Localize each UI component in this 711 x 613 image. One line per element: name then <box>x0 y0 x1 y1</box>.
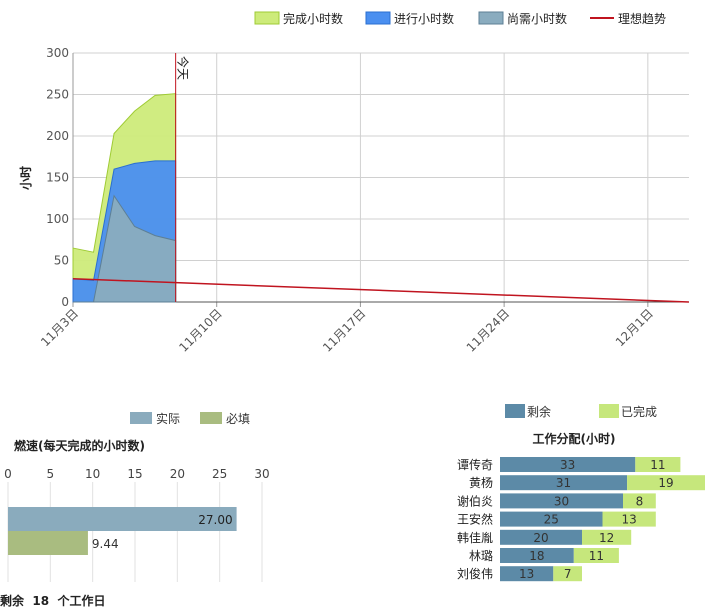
bar-completed <box>573 548 619 563</box>
bar-completed <box>635 457 681 472</box>
data-label: 8 <box>636 494 644 508</box>
bar-completed <box>602 511 656 527</box>
legend-label: 完成小时数 <box>283 11 343 26</box>
y-axis-label: 小时 <box>18 166 33 190</box>
bar-remaining <box>500 475 628 491</box>
bar-completed <box>582 529 632 545</box>
burndown-chart: 0 50 100 150 200 250 300 11月3日 11月10日 11月17日 11月24… <box>18 11 689 355</box>
bar-required <box>8 531 88 555</box>
bar-completed <box>623 493 656 509</box>
category-label: 林璐 <box>469 549 493 563</box>
bar-completed <box>627 475 705 491</box>
category-label: 谭传奇 <box>457 457 493 472</box>
data-label: 13 <box>622 513 637 527</box>
y-tick-label: 50 <box>54 254 69 268</box>
x-tick-label: 10 <box>85 467 100 481</box>
y-tick-label: 150 <box>46 171 69 185</box>
x-tick-label: 11月10日 <box>176 306 224 354</box>
bar-remaining <box>500 566 554 582</box>
x-tick-label: 11月3日 <box>38 306 81 349</box>
legend-label: 尚需小时数 <box>507 11 567 26</box>
category-label: 谢伯炎 <box>457 493 493 508</box>
data-label: 11 <box>650 458 665 472</box>
legend-swatch <box>130 412 152 424</box>
x-tick-label: 20 <box>170 467 185 481</box>
x-tick-label: 5 <box>47 467 55 481</box>
data-label: 12 <box>599 531 614 545</box>
x-tick-label: 30 <box>254 467 269 481</box>
legend-swatch <box>478 11 504 25</box>
legend-label: 剩余 <box>527 404 551 419</box>
legend-label: 理想趋势 <box>618 11 666 26</box>
legend-label: 必填 <box>226 412 250 426</box>
y-tick-label: 300 <box>46 46 69 60</box>
data-label: 18 <box>529 549 544 563</box>
bar-actual <box>8 507 237 531</box>
remaining-workdays: 剩余 18 个工作日 <box>0 592 105 609</box>
data-label: 31 <box>556 476 571 490</box>
category-label: 黄杨 <box>469 475 493 490</box>
data-label: 27.00 <box>198 513 232 527</box>
data-label: 13 <box>519 567 534 581</box>
legend-swatch <box>599 404 619 418</box>
y-tick-label: 200 <box>46 129 69 143</box>
bar-completed <box>553 566 582 582</box>
x-tick-label: 12月1日 <box>613 306 656 349</box>
remaining-days: 18 <box>32 594 50 608</box>
remaining-suffix: 个工作日 <box>57 594 106 608</box>
legend-swatch <box>365 11 391 25</box>
data-label: 19 <box>658 476 673 490</box>
data-label: 20 <box>533 531 548 545</box>
bar-remaining <box>500 511 603 527</box>
legend-label: 进行小时数 <box>394 11 454 26</box>
legend-swatch <box>254 11 280 25</box>
bar-remaining <box>500 548 574 563</box>
remaining-prefix: 剩余 <box>0 594 25 608</box>
legend-label: 实际 <box>156 411 180 426</box>
x-tick-label: 0 <box>4 467 12 481</box>
legend-label: 已完成 <box>621 404 657 419</box>
legend-swatch <box>200 412 222 424</box>
x-tick-label: 11月17日 <box>320 306 368 354</box>
x-tick-label: 15 <box>127 467 142 481</box>
category-label: 王安然 <box>457 512 493 527</box>
today-label: 今天 <box>176 56 191 80</box>
bar-remaining <box>500 529 582 545</box>
data-label: 11 <box>589 549 604 563</box>
legend-swatch <box>505 404 525 418</box>
category-label: 韩佳胤 <box>457 530 493 545</box>
y-tick-label: 100 <box>46 212 69 226</box>
y-tick-label: 0 <box>61 295 69 309</box>
x-tick-label: 11月24日 <box>464 306 512 354</box>
workload-title: 工作分配(小时) <box>533 431 616 446</box>
data-label: 33 <box>560 458 575 472</box>
velocity-title: 燃速(每天完成的小时数) <box>14 438 145 453</box>
data-label: 7 <box>564 567 572 581</box>
category-label: 刘俊伟 <box>457 566 493 581</box>
data-label: 9.44 <box>92 537 119 551</box>
bar-remaining <box>500 493 623 509</box>
bar-remaining <box>500 457 636 472</box>
data-label: 25 <box>544 513 559 527</box>
x-tick-label: 25 <box>212 467 227 481</box>
data-label: 30 <box>554 494 569 508</box>
y-tick-label: 250 <box>46 88 69 102</box>
